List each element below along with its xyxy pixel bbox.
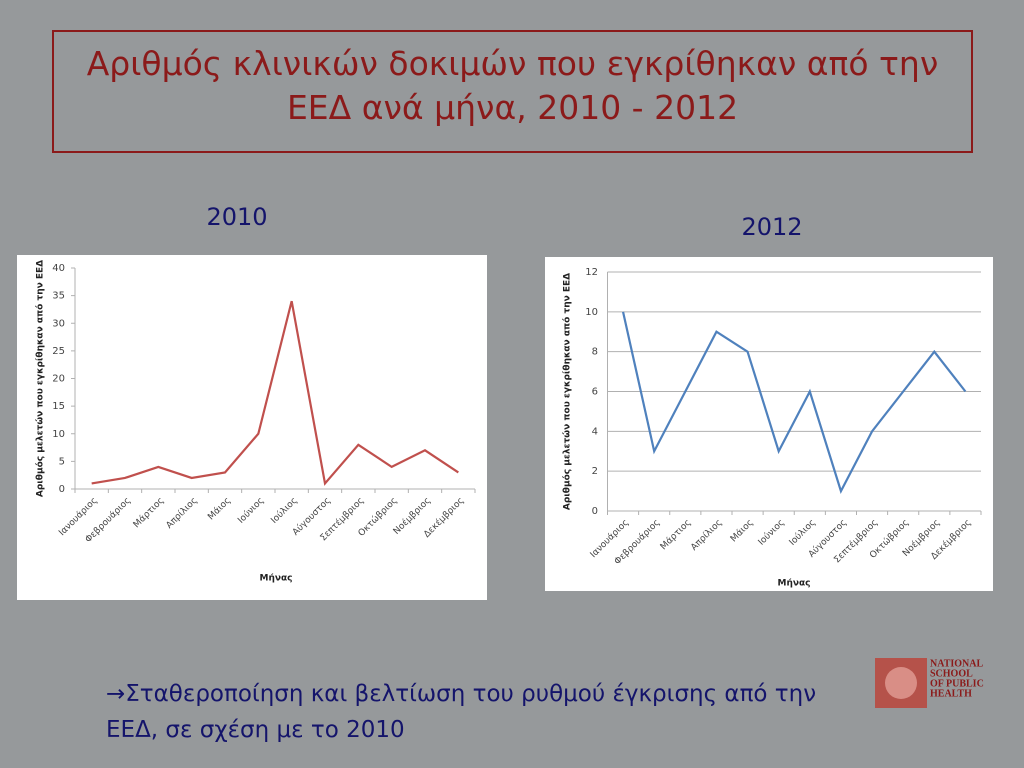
y-tick-label: 10 (52, 429, 65, 440)
y-tick-label: 25 (52, 346, 65, 357)
y-axis-label: Αριθμός μελετών που εγκρίθηκαν από την Ε… (35, 260, 46, 497)
x-axis-label: Μήνας (259, 574, 292, 584)
chart-panel (545, 257, 993, 591)
y-axis-label: Αριθμός μελετών που εγκρίθηκαν από την Ε… (562, 273, 573, 510)
y-tick-label: 15 (52, 401, 65, 412)
chart-title: 2012 (741, 213, 802, 241)
y-tick-label: 4 (592, 426, 598, 437)
logo-text: HEALTH (930, 688, 972, 699)
y-tick-label: 5 (59, 456, 65, 467)
slide-title: Αριθμός κλινικών δοκιμών που εγκρίθηκαν … (52, 30, 973, 153)
y-tick-label: 30 (52, 318, 65, 329)
chart-panel (17, 255, 487, 600)
logo-text: NATIONAL (930, 658, 983, 669)
chart-title: 2010 (206, 203, 267, 231)
x-axis-label: Μήνας (777, 579, 810, 589)
logo-text: SCHOOL (930, 668, 973, 679)
logo-text: OF PUBLIC (930, 678, 984, 689)
y-tick-label: 40 (52, 263, 65, 274)
y-tick-label: 0 (59, 484, 65, 495)
note: →Σταθεροποίηση και βελτίωση του ρυθμού έ… (106, 681, 817, 743)
y-tick-label: 6 (592, 387, 598, 398)
line (621, 311, 967, 494)
logo-head (885, 667, 917, 699)
y-tick-label: 10 (585, 307, 598, 318)
y-tick-label: 12 (585, 267, 598, 278)
y-tick-label: 0 (592, 506, 598, 517)
y-tick-label: 35 (52, 291, 65, 302)
y-tick-label: 20 (52, 374, 65, 385)
line (91, 300, 459, 486)
y-tick-label: 8 (592, 347, 598, 358)
y-tick-label: 2 (592, 466, 598, 477)
